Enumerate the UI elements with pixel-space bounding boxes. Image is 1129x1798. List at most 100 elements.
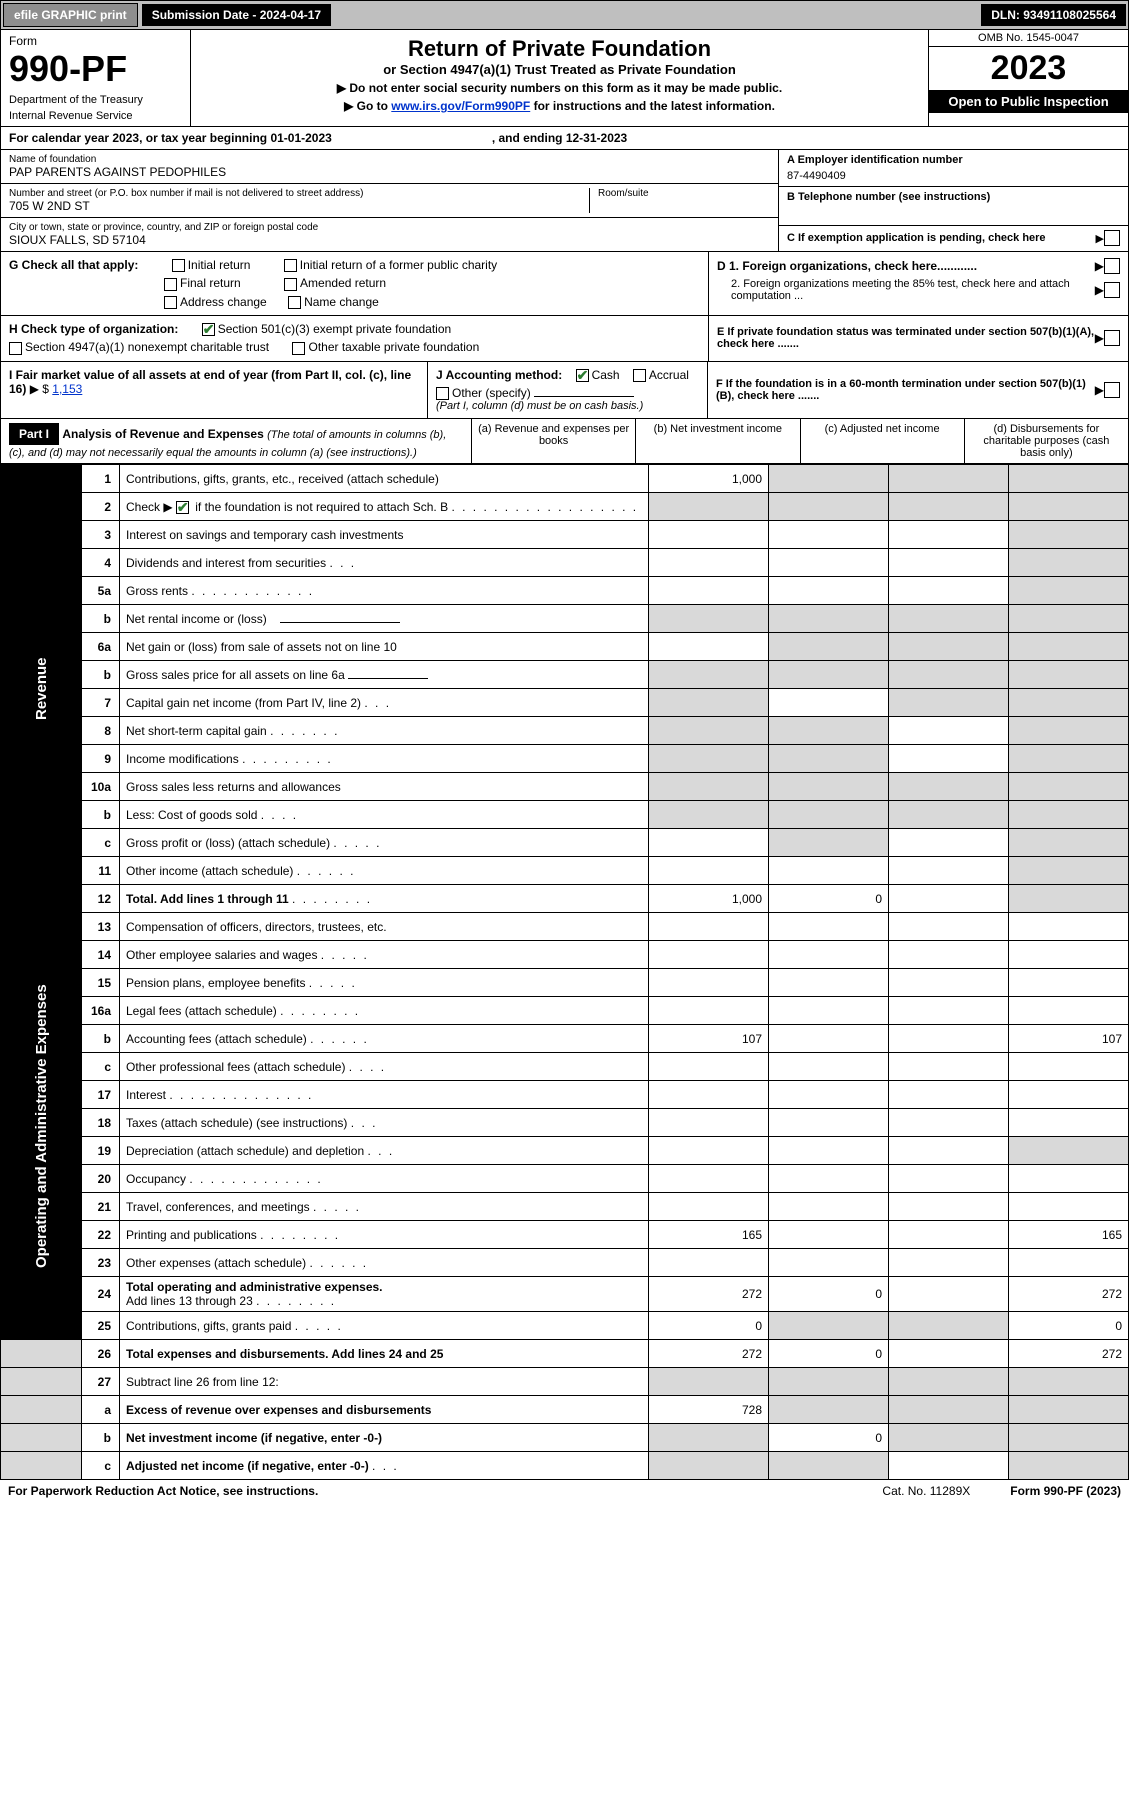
open-public: Open to Public Inspection [929, 90, 1128, 113]
addr-label: Number and street (or P.O. box number if… [9, 188, 581, 199]
row-num: 16a [82, 997, 120, 1025]
revenue-side-label: Revenue [1, 465, 82, 913]
irs-link[interactable]: www.irs.gov/Form990PF [391, 99, 530, 113]
form-word: Form [9, 34, 182, 48]
row-desc: Gross sales less returns and allowances [120, 773, 649, 801]
row-desc: Gross profit or (loss) (attach schedule)… [120, 829, 649, 857]
g-section: G Check all that apply: Initial return I… [1, 252, 708, 315]
cb-other-tax[interactable] [292, 342, 305, 355]
page-footer: For Paperwork Reduction Act Notice, see … [0, 1480, 1129, 1502]
d-section: D 1. Foreign organizations, check here..… [708, 252, 1128, 315]
ein-value: 87-4490409 [787, 170, 1120, 182]
row-num: 19 [82, 1137, 120, 1165]
row-num: b [82, 661, 120, 689]
name-label: Name of foundation [9, 154, 770, 165]
row-desc: Other professional fees (attach schedule… [120, 1053, 649, 1081]
row-desc: Contributions, gifts, grants paid . . . … [120, 1312, 649, 1340]
table-row: 8 Net short-term capital gain . . . . . … [1, 717, 1129, 745]
row-desc: Gross sales price for all assets on line… [120, 661, 649, 689]
cell-c [889, 465, 1009, 493]
row-num: 8 [82, 717, 120, 745]
table-row: 26 Total expenses and disbursements. Add… [1, 1340, 1129, 1368]
cb-cash[interactable] [576, 369, 589, 382]
c-pending-cell: C If exemption application is pending, c… [779, 226, 1128, 250]
cell-a: 728 [649, 1396, 769, 1424]
cb-sch-b[interactable] [176, 501, 189, 514]
table-row: 10a Gross sales less returns and allowan… [1, 773, 1129, 801]
cell-d: 107 [1009, 1025, 1129, 1053]
cb-501c3[interactable] [202, 323, 215, 336]
row-desc: Adjusted net income (if negative, enter … [120, 1452, 649, 1480]
arrow-icon: ▶ [1095, 259, 1104, 273]
i-value[interactable]: 1,153 [52, 382, 82, 396]
e-checkbox[interactable] [1104, 330, 1120, 346]
cell-a: 272 [649, 1340, 769, 1368]
cb-accrual[interactable] [633, 369, 646, 382]
d2-checkbox[interactable] [1104, 282, 1120, 298]
cell-b [769, 465, 889, 493]
cb-name-change[interactable] [288, 296, 301, 309]
table-row: 16a Legal fees (attach schedule) . . . .… [1, 997, 1129, 1025]
row-desc: Other expenses (attach schedule) . . . .… [120, 1249, 649, 1277]
room-label: Room/suite [598, 188, 770, 199]
row-num: 17 [82, 1081, 120, 1109]
col-c-header: (c) Adjusted net income [800, 419, 964, 463]
arrow-icon: ▶ [1095, 283, 1104, 297]
table-row: b Gross sales price for all assets on li… [1, 661, 1129, 689]
j-section: J Accounting method: Cash Accrual Other … [428, 362, 708, 419]
row-desc: Legal fees (attach schedule) . . . . . .… [120, 997, 649, 1025]
cb-addr-change[interactable] [164, 296, 177, 309]
calyear-text: For calendar year 2023, or tax year begi… [9, 131, 332, 145]
cell-b: 0 [769, 885, 889, 913]
c-checkbox[interactable] [1104, 230, 1120, 246]
table-row: 4 Dividends and interest from securities… [1, 549, 1129, 577]
row-desc: Less: Cost of goods sold . . . . [120, 801, 649, 829]
col-a-header: (a) Revenue and expenses per books [471, 419, 635, 463]
row-num: 15 [82, 969, 120, 997]
g-d-row: G Check all that apply: Initial return I… [0, 252, 1129, 316]
table-row: 25 Contributions, gifts, grants paid . .… [1, 1312, 1129, 1340]
i-section: I Fair market value of all assets at end… [1, 362, 428, 419]
row-num: 24 [82, 1277, 120, 1312]
g-amended: Amended return [300, 276, 386, 290]
cb-initial-former[interactable] [284, 259, 297, 272]
table-row: 27 Subtract line 26 from line 12: [1, 1368, 1129, 1396]
row-desc: Pension plans, employee benefits . . . .… [120, 969, 649, 997]
expenses-side-label: Operating and Administrative Expenses [1, 913, 82, 1340]
table-row: 14 Other employee salaries and wages . .… [1, 941, 1129, 969]
f-checkbox[interactable] [1104, 382, 1120, 398]
row-desc: Total expenses and disbursements. Add li… [120, 1340, 649, 1368]
row-desc: Accounting fees (attach schedule) . . . … [120, 1025, 649, 1053]
cell-a: 0 [649, 1312, 769, 1340]
analysis-table: Revenue 1 Contributions, gifts, grants, … [0, 464, 1129, 1480]
cb-amended[interactable] [284, 278, 297, 291]
cb-4947[interactable] [9, 342, 22, 355]
form-note-2: ▶ Go to www.irs.gov/Form990PF for instru… [203, 99, 916, 113]
cb-other-method[interactable] [436, 387, 449, 400]
tax-year: 2023 [929, 47, 1128, 90]
j-accrual: Accrual [649, 368, 689, 382]
f-section: F If the foundation is in a 60-month ter… [708, 362, 1128, 419]
part1-header-row: Part I Analysis of Revenue and Expenses … [0, 419, 1129, 464]
cell-b: 0 [769, 1424, 889, 1452]
efile-print-button[interactable]: efile GRAPHIC print [3, 3, 138, 27]
cb-initial-return[interactable] [172, 259, 185, 272]
row-desc: Printing and publications . . . . . . . … [120, 1221, 649, 1249]
phone-label: B Telephone number (see instructions) [787, 191, 1120, 203]
d1-checkbox[interactable] [1104, 258, 1120, 274]
table-row: 5a Gross rents . . . . . . . . . . . . [1, 577, 1129, 605]
cell-a: 165 [649, 1221, 769, 1249]
city-label: City or town, state or province, country… [9, 222, 770, 233]
row-num: c [82, 1053, 120, 1081]
table-row: 2 Check ▶ if the foundation is not requi… [1, 493, 1129, 521]
j-other: Other (specify) [452, 386, 531, 400]
cb-final-return[interactable] [164, 278, 177, 291]
row-desc: Subtract line 26 from line 12: [120, 1368, 649, 1396]
h-other-tax: Other taxable private foundation [308, 340, 479, 354]
row-num: 3 [82, 521, 120, 549]
table-row: 3 Interest on savings and temporary cash… [1, 521, 1129, 549]
row-num: 9 [82, 745, 120, 773]
row-desc: Interest . . . . . . . . . . . . . . [120, 1081, 649, 1109]
form-header: Form 990-PF Department of the Treasury I… [0, 30, 1129, 127]
row-num: 5a [82, 577, 120, 605]
